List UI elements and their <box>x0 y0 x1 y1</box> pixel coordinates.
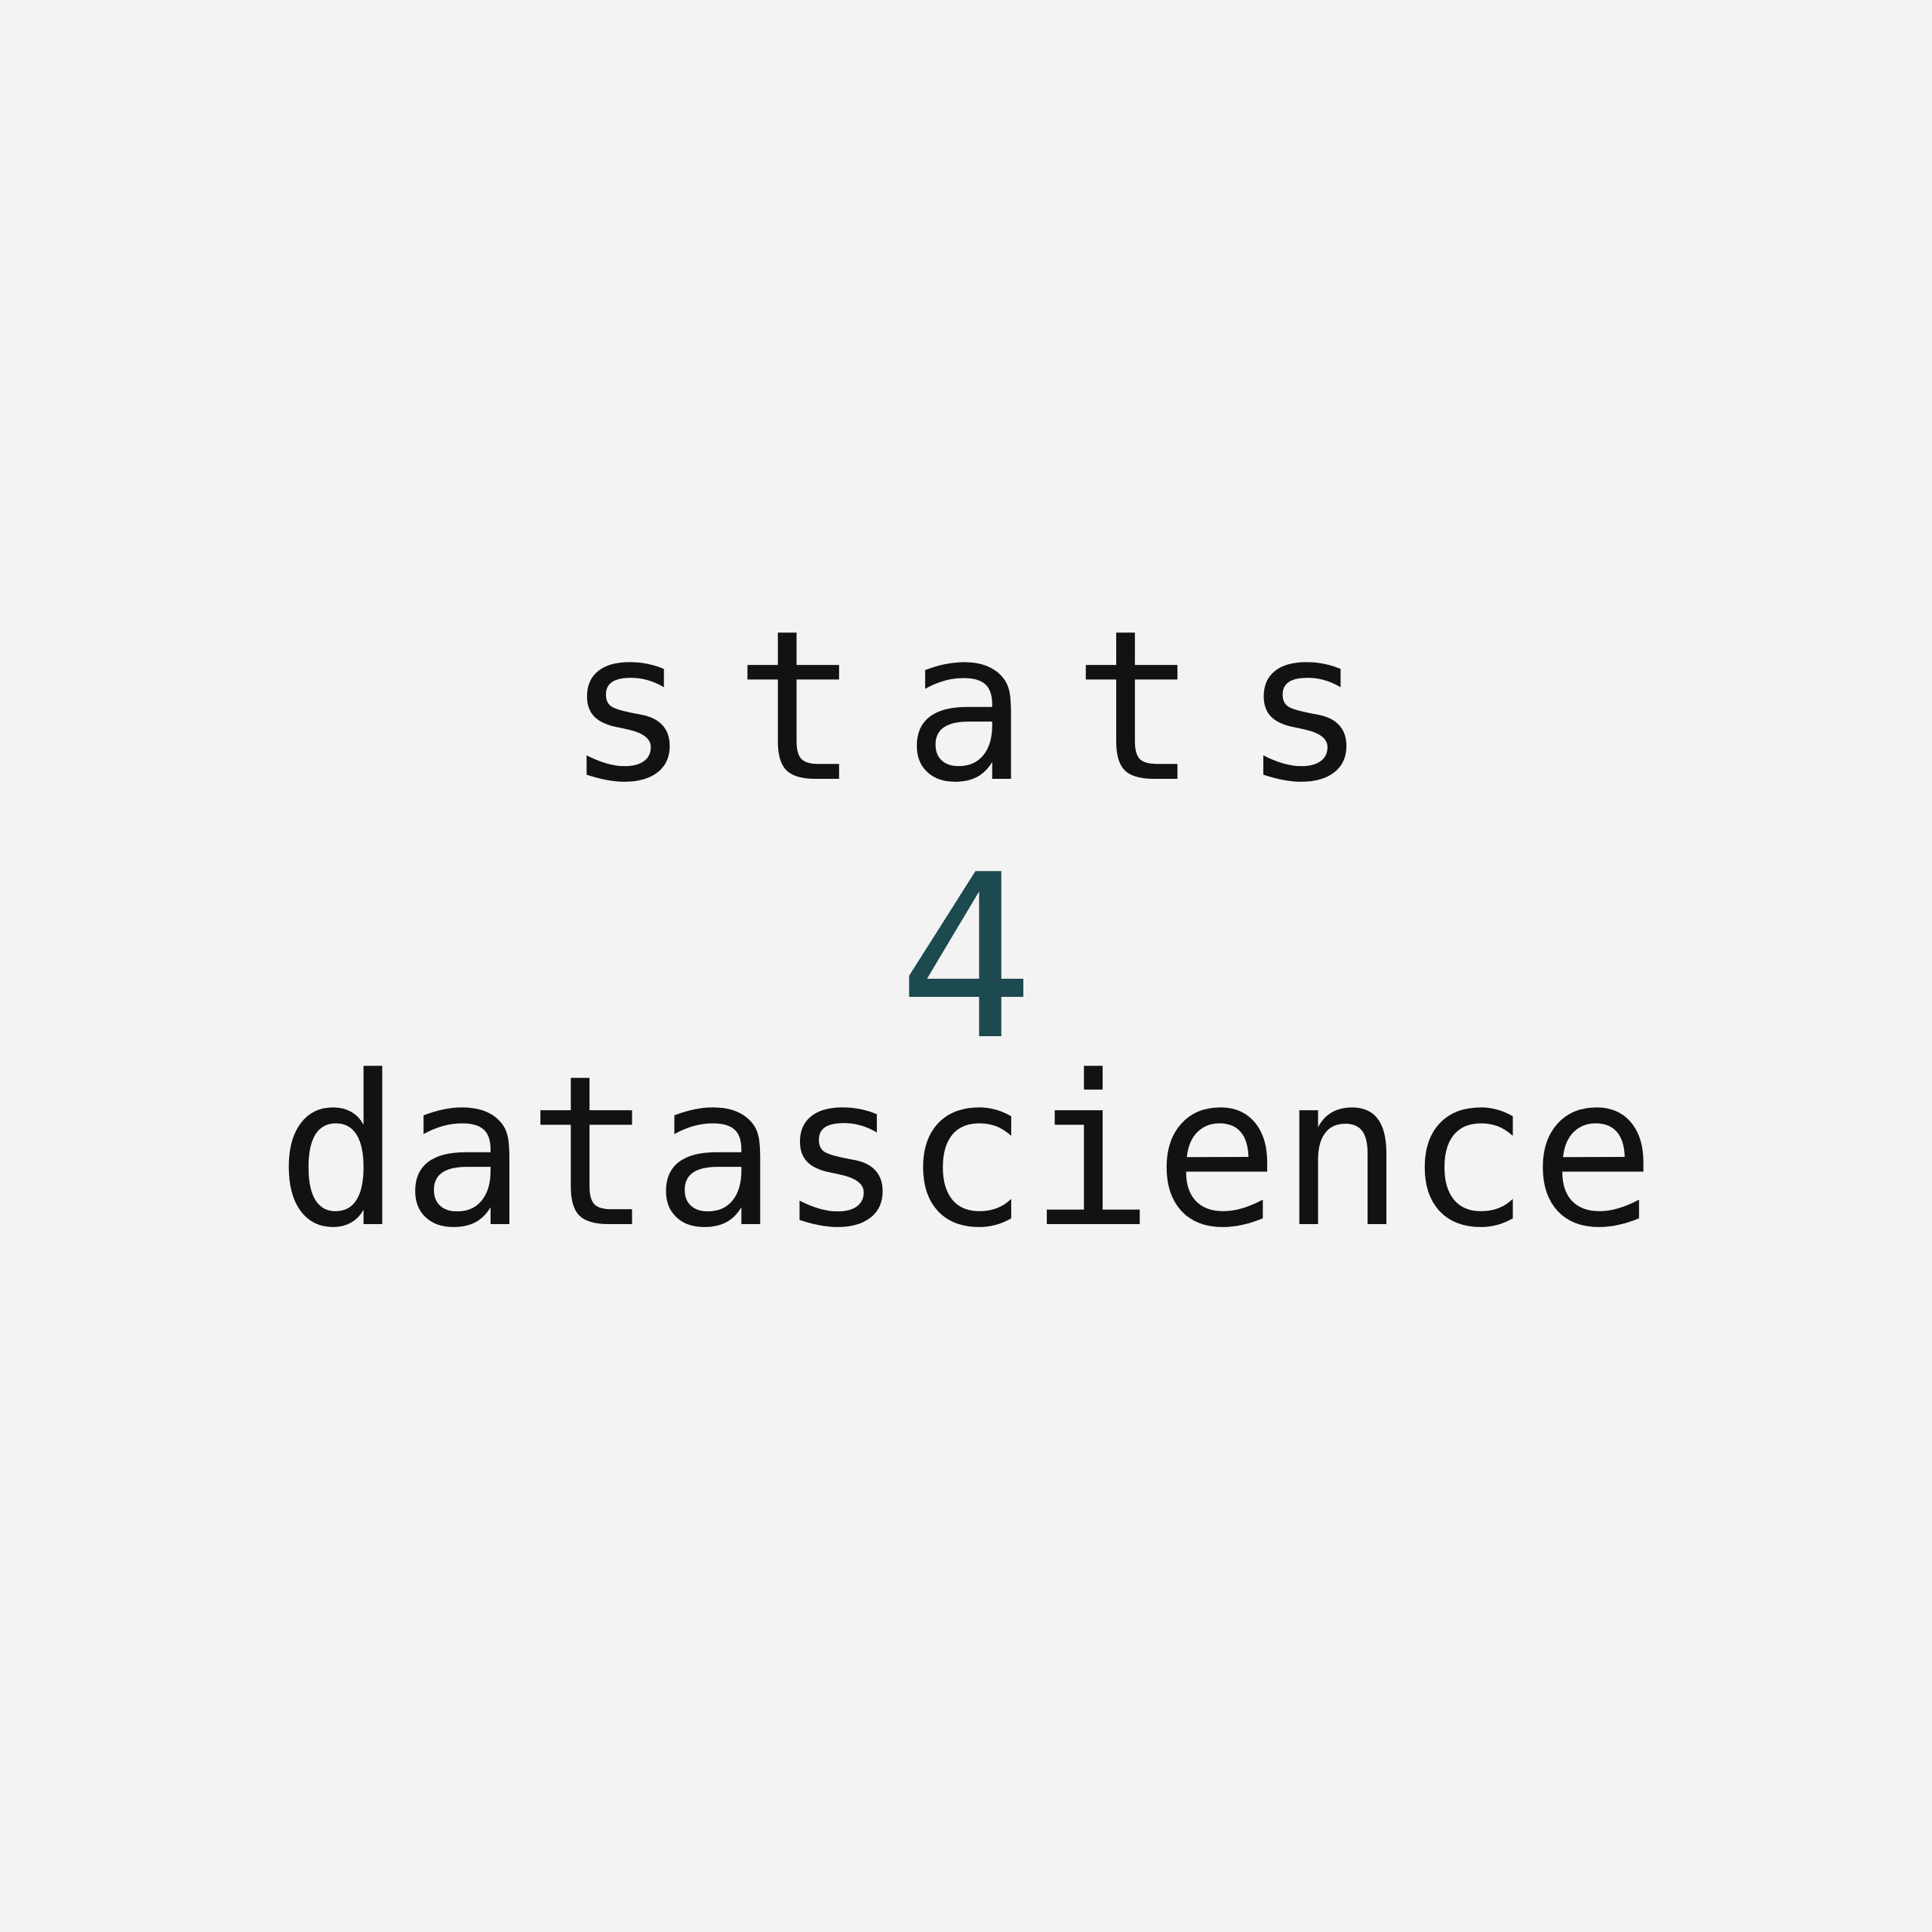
logo-number-4: 4 <box>897 826 1035 1090</box>
logo-word-stats: stats <box>565 586 1411 829</box>
logo-word-datascience: datascience <box>276 1032 1656 1274</box>
